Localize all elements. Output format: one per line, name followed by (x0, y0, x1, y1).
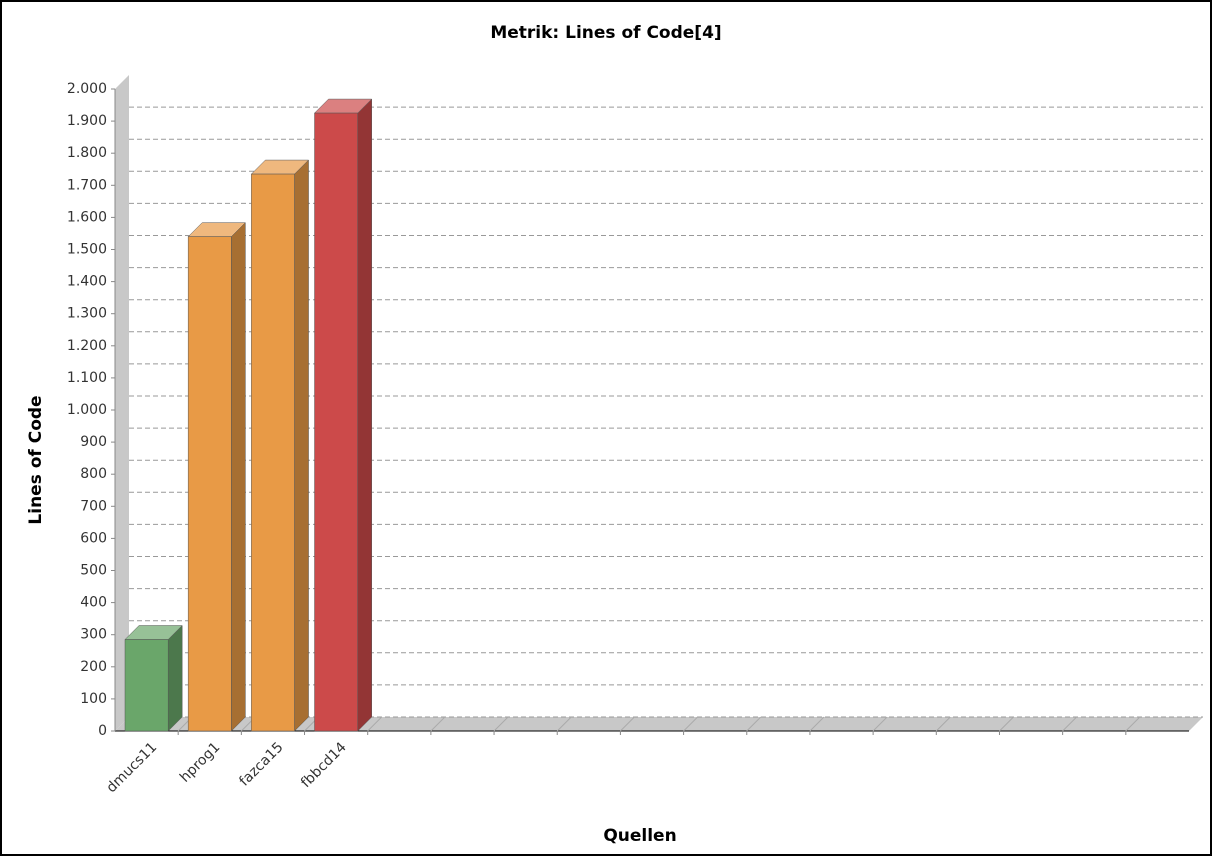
y-tick-label: 1.100 (67, 370, 107, 386)
chart-title: Metrik: Lines of Code[4] (490, 23, 721, 43)
y-tick-label: 1.300 (67, 306, 107, 322)
y-tick-label: 1.900 (67, 113, 107, 129)
y-tick-label: 600 (80, 530, 107, 546)
floor-separator (493, 716, 509, 732)
y-tick-label: 0 (98, 723, 107, 739)
y-tick-label: 1.700 (67, 177, 107, 193)
y-tick-label: 700 (80, 498, 107, 514)
y-axis-title: Lines of Code (26, 395, 46, 524)
bar-front (187, 236, 232, 732)
y-tick-label: 500 (80, 563, 107, 579)
y-tick-label: 1.500 (67, 242, 107, 258)
x-axis-title: Quellen (603, 826, 676, 846)
y-tick-label: 400 (80, 595, 107, 611)
bar-side (294, 159, 309, 732)
left-wall (115, 75, 129, 731)
bar-front (251, 173, 295, 732)
y-tick-label: 2.000 (67, 81, 107, 97)
y-tick-label: 800 (80, 466, 107, 482)
y-tick-label: 200 (80, 659, 107, 675)
floor-separator (872, 716, 888, 732)
y-tick-label: 1.600 (67, 209, 107, 225)
floor (115, 717, 1203, 731)
bar-side (167, 624, 183, 732)
floor-separator (1125, 716, 1141, 732)
bar-side (231, 222, 246, 732)
bar (313, 98, 373, 732)
y-tick-label: 900 (80, 434, 107, 450)
floor-separator (556, 716, 572, 732)
bar (187, 222, 246, 732)
y-tick-label: 300 (80, 627, 107, 643)
y-tick-label: 1.200 (67, 338, 107, 354)
bar-side (357, 98, 372, 732)
y-tick-label: 1.000 (67, 402, 107, 418)
bar-front (314, 112, 358, 732)
floor-separator (809, 716, 825, 732)
floor-separator (620, 716, 635, 732)
y-tick-label: 100 (80, 691, 107, 707)
bar (250, 159, 310, 732)
floor-separator (1062, 716, 1078, 732)
bar (124, 624, 183, 732)
floor-separator (683, 716, 698, 732)
floor-separator (430, 716, 446, 732)
floor-separator (367, 716, 383, 732)
bar-front (124, 639, 169, 732)
floor-separator (999, 716, 1014, 732)
floor-separator (935, 716, 951, 732)
y-tick-label: 1.400 (67, 274, 107, 290)
y-tick-label: 1.800 (67, 145, 107, 161)
floor-separator (746, 716, 762, 732)
